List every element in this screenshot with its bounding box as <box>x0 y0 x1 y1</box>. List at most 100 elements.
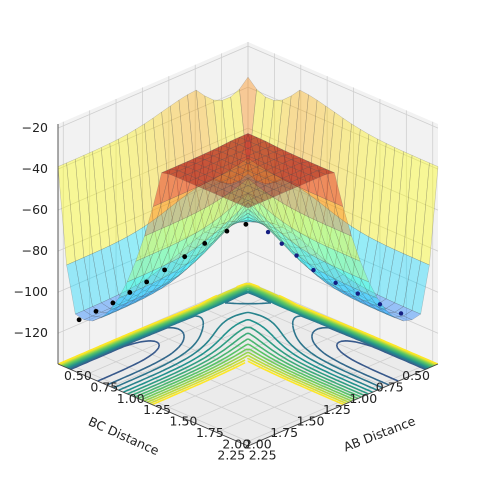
surface-patch <box>316 274 335 289</box>
surface-patch <box>178 259 197 273</box>
surface-patch <box>195 153 215 160</box>
surface-patch <box>204 145 223 184</box>
surface-patch <box>186 163 206 172</box>
surface-patch <box>143 285 163 292</box>
surface-patch <box>273 177 292 186</box>
surface-patch <box>360 236 378 291</box>
surface-patch <box>368 304 388 310</box>
surface-patch <box>256 218 275 234</box>
surface-patch <box>238 140 258 149</box>
surface-patch <box>282 241 300 256</box>
surface-patch <box>118 236 136 291</box>
surface-patch <box>239 219 257 223</box>
surface-patch <box>299 260 318 277</box>
trajectory-point <box>398 311 404 316</box>
z-tick-label: −20 <box>22 120 48 135</box>
surface-patch <box>264 223 284 229</box>
trajectory-point <box>110 300 116 306</box>
back-pane-left <box>58 42 248 364</box>
surface-patch <box>325 198 344 233</box>
surface-patch <box>91 302 111 313</box>
surface-patch <box>196 241 214 256</box>
surface-patch <box>247 180 266 223</box>
surface-patch <box>377 310 395 318</box>
surface-patch <box>230 212 249 227</box>
surface-patch <box>308 236 327 264</box>
y-tick-label: 1.00 <box>349 391 377 406</box>
surface-patch <box>368 138 387 242</box>
surface-patch <box>134 282 154 300</box>
surface-patch <box>195 178 214 214</box>
surface-patch <box>75 154 93 258</box>
surface-patch <box>170 99 188 201</box>
surface-patch <box>386 313 404 322</box>
surface-patch <box>144 278 162 296</box>
surface-patch <box>377 306 395 319</box>
surface-patch <box>161 268 180 287</box>
surface-patch <box>350 295 370 302</box>
surface-patch <box>169 191 188 226</box>
surface-patch <box>308 161 327 200</box>
surface-patch <box>91 311 111 318</box>
surface-patch <box>290 238 310 249</box>
surface-patch <box>230 181 249 190</box>
surface-patch <box>420 162 439 266</box>
surface-patch <box>100 298 120 309</box>
surface-patch <box>282 182 301 233</box>
surface-patch <box>239 76 257 174</box>
surface-patch <box>247 174 266 183</box>
surface-patch <box>247 202 266 225</box>
surface-patch <box>204 173 223 209</box>
x-tick-label: 2.25 <box>249 448 277 463</box>
surface-patch <box>273 170 292 179</box>
surface-patch <box>170 263 188 282</box>
surface-patch <box>186 177 206 186</box>
surface-patch <box>265 207 283 235</box>
trajectory-point <box>224 228 230 234</box>
surface-patch <box>325 224 344 255</box>
surface-patch <box>376 308 396 314</box>
surface-patch <box>66 260 85 315</box>
surface-patch <box>255 155 275 164</box>
trajectory-point <box>144 279 150 285</box>
surface-patch <box>273 185 292 194</box>
surface-patch <box>256 220 274 225</box>
surface-patch <box>169 170 189 179</box>
surface-patch <box>186 157 206 164</box>
trajectory-point <box>294 253 299 258</box>
surface-patch <box>212 181 232 190</box>
y-tick-label: 0.75 <box>376 379 404 394</box>
surface-patch <box>282 178 301 214</box>
surface-patch <box>281 174 301 183</box>
surface-patch <box>92 147 111 251</box>
surface-patch <box>256 184 275 216</box>
surface-patch <box>308 253 327 265</box>
surface-patch <box>57 162 76 266</box>
y-tick-label: 0.50 <box>402 368 430 383</box>
surface-patch <box>290 153 309 192</box>
surface-patch <box>221 177 241 186</box>
surface-patch <box>290 207 309 239</box>
surface-patch <box>221 96 240 184</box>
surface-patch <box>308 200 326 254</box>
surface-patch <box>281 159 301 168</box>
surface-patch <box>351 273 370 296</box>
surface-patch <box>316 194 335 230</box>
surface-patch <box>230 174 249 183</box>
surface-patch <box>333 249 353 275</box>
x-tick-label: 1.00 <box>117 391 145 406</box>
surface-patch <box>118 134 136 238</box>
surface-patch <box>82 315 103 322</box>
surface-patch <box>230 136 249 145</box>
surface-patch <box>334 202 352 237</box>
surface-patch <box>212 159 232 168</box>
surface-patch <box>359 299 379 306</box>
surface-patch <box>307 252 327 275</box>
surface-patch <box>126 294 145 307</box>
surface-patch <box>325 111 344 215</box>
surface-patch <box>247 208 266 227</box>
surface-patch <box>152 278 172 287</box>
surface-patch <box>290 226 310 254</box>
surface-patch <box>255 148 275 157</box>
surface-patch <box>187 252 205 269</box>
